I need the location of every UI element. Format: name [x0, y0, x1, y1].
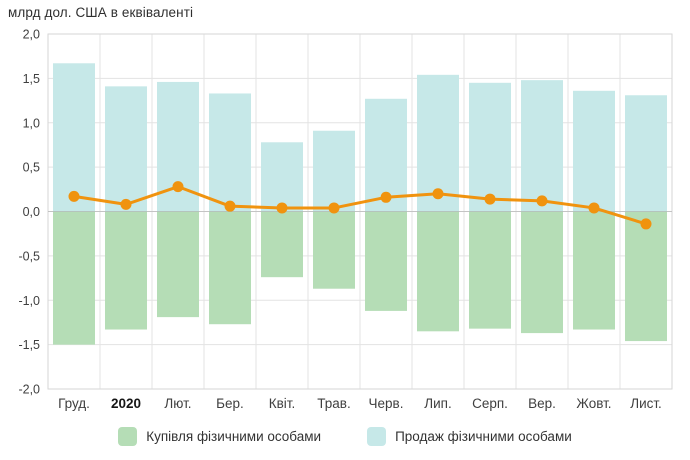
bar-purchase[interactable] [53, 211, 95, 345]
x-category-label: Серп. [472, 396, 508, 411]
bar-sale[interactable] [209, 93, 251, 212]
net-line-point[interactable] [172, 181, 184, 193]
bar-purchase[interactable] [573, 211, 615, 330]
x-category-label: Квіт. [269, 396, 295, 411]
y-tick-label: -1,0 [18, 294, 40, 308]
net-line-point[interactable] [224, 200, 236, 212]
x-category-label: Бер. [216, 396, 244, 411]
net-line-point[interactable] [328, 202, 340, 214]
chart-legend: Купівля фізичними особами Продаж фізични… [0, 427, 690, 446]
bar-sale[interactable] [53, 63, 95, 212]
bar-sale[interactable] [105, 86, 147, 212]
bar-purchase[interactable] [261, 211, 303, 278]
y-tick-label: 1,5 [23, 72, 40, 86]
net-line-point[interactable] [536, 195, 548, 207]
bar-sale[interactable] [625, 95, 667, 212]
y-tick-label: -1,5 [18, 338, 40, 352]
legend-item-purchase[interactable]: Купівля фізичними особами [118, 427, 321, 446]
x-category-label: Груд. [58, 396, 90, 411]
bar-purchase[interactable] [105, 211, 147, 330]
net-line-point[interactable] [484, 193, 496, 205]
bar-sale[interactable] [573, 90, 615, 212]
bar-sale[interactable] [313, 130, 355, 212]
bar-purchase[interactable] [209, 211, 251, 325]
bar-purchase[interactable] [313, 211, 355, 289]
sale-series-swatch [367, 427, 387, 446]
y-tick-label: 0,0 [23, 205, 40, 219]
net-line-point[interactable] [380, 191, 392, 203]
bar-purchase[interactable] [469, 211, 511, 329]
net-line-point[interactable] [432, 188, 444, 200]
bar-sale[interactable] [261, 142, 303, 212]
net-line-point[interactable] [640, 218, 652, 230]
x-category-label: Лют. [164, 396, 191, 411]
y-tick-label: -0,5 [18, 249, 40, 263]
y-tick-label: 0,5 [23, 161, 40, 175]
chart-title: млрд дол. США в еквіваленті [8, 5, 194, 20]
x-category-label: Трав. [317, 396, 350, 411]
x-category-label: Лип. [424, 396, 451, 411]
x-category-label: Черв. [369, 396, 404, 411]
bar-purchase[interactable] [157, 211, 199, 318]
y-tick-label: -2,0 [18, 383, 40, 397]
bar-sale[interactable] [521, 80, 563, 212]
net-line [73, 185, 647, 226]
bar-purchase[interactable] [625, 211, 667, 342]
x-category-label: 2020 [111, 396, 141, 411]
chart-canvas: 2,0 1,5 1,0 0,5 0,0 -0,5 -1,0 -1,5 -2,0 Груд. 2020… [18, 28, 673, 411]
bar-purchase[interactable] [417, 211, 459, 332]
net-line-point[interactable] [68, 190, 80, 202]
bar-sale[interactable] [469, 82, 511, 212]
x-category-label: Вер. [528, 396, 556, 411]
purchase-series-swatch [118, 427, 138, 446]
y-tick-label: 1,0 [23, 116, 40, 130]
bar-purchase[interactable] [365, 211, 407, 311]
net-line-point[interactable] [588, 202, 600, 214]
x-category-label: Лист. [630, 396, 662, 411]
net-line-point[interactable] [276, 202, 288, 214]
x-category-label: Жовт. [576, 396, 611, 411]
bar-purchase[interactable] [521, 211, 563, 334]
net-line-point[interactable] [120, 198, 132, 210]
legend-label-purchase: Купівля фізичними особами [146, 429, 322, 444]
y-tick-label: 2,0 [23, 28, 40, 42]
legend-item-sale[interactable]: Продаж фізичними особами [367, 427, 572, 446]
legend-label-sale: Продаж фізичними особами [395, 429, 572, 444]
